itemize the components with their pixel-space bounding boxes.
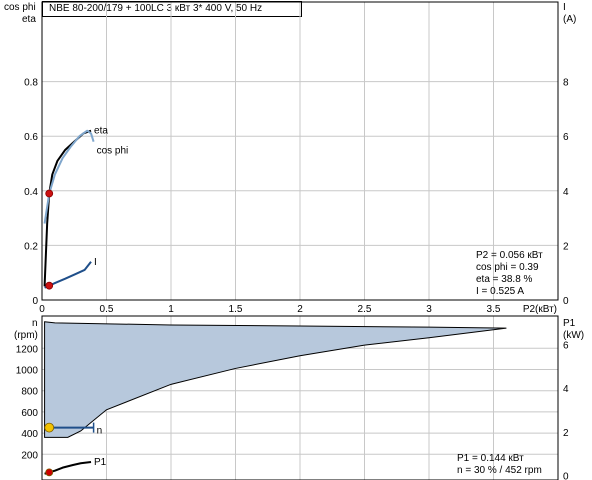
series-label-cos-phi: cos phi: [97, 146, 129, 157]
y-tick-label-right: 0: [563, 472, 569, 480]
y-tick-label-left: 0.4: [24, 187, 38, 198]
y-tick-label-left: 600: [21, 408, 38, 419]
y-tick-label-right: 0: [563, 296, 569, 307]
x-tick-label: 1.5: [229, 304, 243, 315]
readout-line: P2 = 0.056 кВт: [476, 250, 543, 261]
y-tick-label-left: 800: [21, 387, 38, 398]
readout-line: n = 30 % / 452 rpm: [457, 465, 542, 476]
readout-line: P1 = 0.144 кВт: [457, 453, 524, 464]
y-tick-label-right: 2: [563, 428, 569, 439]
y-tick-label-right: 4: [563, 384, 569, 395]
y-axis-label-right: I: [563, 2, 566, 13]
plot-frame-top: [41, 1, 559, 301]
y-tick-label-left: 0: [32, 296, 38, 307]
speed-band-area: [44, 321, 507, 438]
x-tick-label: 0: [39, 304, 45, 315]
x-tick-label: 3.5: [487, 304, 501, 315]
y-tick-label-left: 200: [21, 450, 38, 461]
x-axis-label: P2(кВт): [523, 304, 557, 315]
x-tick-label: 0.5: [100, 304, 114, 315]
y-tick-label-left: 0.8: [24, 78, 38, 89]
y-tick-label-left: 1000: [16, 366, 39, 377]
y-axis-label-left-2: eta: [22, 14, 36, 25]
series-label-n: n: [97, 426, 103, 437]
series-line-cos-phi: [43, 129, 95, 224]
readout-line: cos phi = 0.39: [476, 262, 539, 273]
readout-line: I = 0.525 A: [476, 286, 524, 297]
y-tick-label-right: 6: [563, 132, 569, 143]
operating-point-P1: [45, 468, 54, 477]
operating-point-I: [45, 281, 54, 290]
operating-point-eta: [45, 189, 54, 198]
y-tick-label-right: 8: [563, 78, 569, 89]
series-label-eta: eta: [94, 126, 108, 137]
series-line-eta: [43, 129, 92, 287]
x-tick-label: 2.5: [358, 304, 372, 315]
chart-title-text: NBE 80-200/179 + 100LC 3 кВт 3* 400 V, 5…: [49, 3, 263, 14]
operating-point-n: [44, 422, 55, 433]
y-axis-label-left: cos phi: [4, 2, 36, 13]
y-axis-label-left: n: [32, 318, 38, 329]
y-axis-label-right-2: (A): [563, 14, 576, 25]
x-tick-label: 2: [297, 304, 303, 315]
y-axis-label-right-2: (kW): [563, 330, 584, 341]
y-tick-label-right: 2: [563, 241, 569, 252]
x-tick-label: 1: [168, 304, 174, 315]
series-label-P1: P1: [94, 457, 107, 468]
y-tick-label-left: 0.2: [24, 241, 38, 252]
y-axis-label-left-2: (rpm): [14, 330, 38, 341]
y-tick-label-right: 6: [563, 341, 569, 352]
y-axis-label-right: P1: [563, 318, 576, 329]
readout-line: eta = 38.8 %: [476, 274, 533, 285]
series-label-I: I: [94, 257, 97, 268]
y-tick-label-left: 400: [21, 429, 38, 440]
x-tick-label: 3: [426, 304, 432, 315]
plot-frame-bottom: [41, 315, 559, 480]
y-tick-label-left: 1200: [16, 344, 39, 355]
y-tick-label-left: 0.6: [24, 132, 38, 143]
y-tick-label-right: 4: [563, 187, 569, 198]
